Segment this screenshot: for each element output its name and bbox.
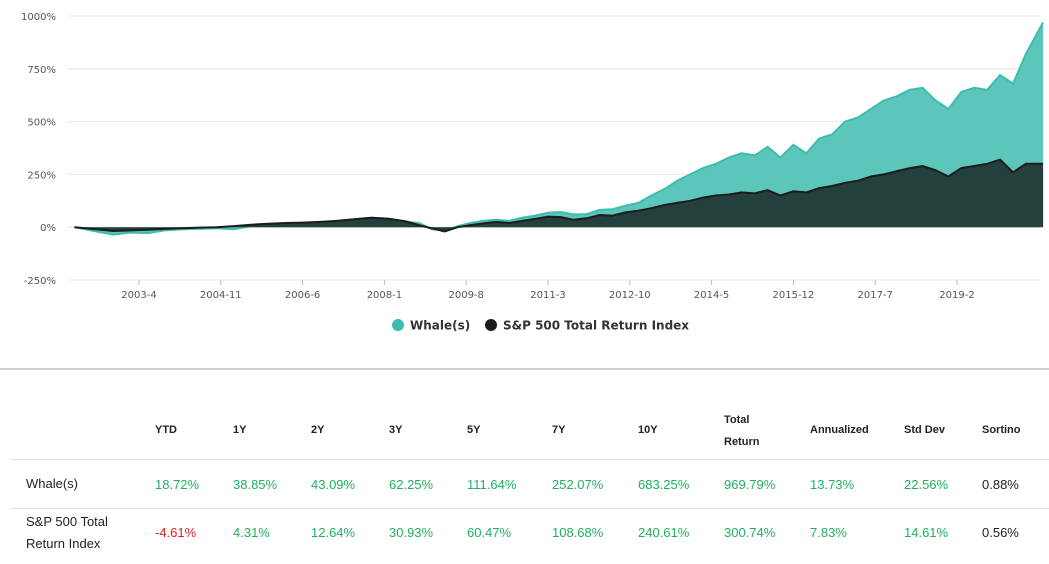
table-cell: 0.88%: [982, 459, 1049, 509]
table-cell: 12.64%: [311, 525, 356, 540]
x-tick-label: 2008-1: [367, 290, 402, 301]
table-body: Whale(s) 18.72% 38.85% 43.09% 62.25% 111.64% 2…: [10, 459, 1049, 557]
x-tick-label: 2006-6: [285, 290, 320, 301]
chart-svg: 1000%750%500%250%0%-250% 2003-4 2004-11 20…: [21, 12, 1044, 333]
x-tick-label: 2004-11: [200, 290, 242, 301]
table-cell: 13.73%: [810, 459, 904, 509]
row-name-text: Whale(s): [26, 476, 79, 491]
series-areas: [74, 21, 1044, 236]
y-tick-label: 750%: [27, 65, 56, 76]
header-total-return-label: Total Return: [724, 414, 760, 448]
table-row: S&P 500 Total Return Index -4.61% 4.31% 12.…: [10, 509, 1049, 557]
y-tick-label: -250%: [24, 276, 56, 287]
header-10y: 10Y: [638, 400, 724, 460]
header-3y: 3Y: [389, 400, 467, 460]
header-1y: 1Y: [233, 400, 311, 460]
y-axis-ticks: 1000% 750% 500% 250% 0% -250%: [21, 12, 56, 287]
table-cell: 240.61%: [638, 525, 690, 540]
row-name: Whale(s): [10, 459, 155, 509]
header-annualized: Annualized: [810, 400, 904, 460]
y-tick-label: 250%: [27, 170, 56, 181]
legend-label[interactable]: Whale(s): [410, 319, 470, 333]
header-5y: 5Y: [467, 400, 552, 460]
table-cell: 62.25%: [389, 459, 467, 509]
table-cell: 14.61%: [904, 525, 949, 540]
table-cell: 7.83%: [810, 525, 847, 540]
x-axis-ticks: 2003-4 2004-11 2006-6 2008-1 2009-8 2011-3 201…: [121, 280, 975, 301]
header-2y: 2Y: [311, 400, 389, 460]
header-std-dev: Std Dev: [904, 400, 982, 460]
table-cell: 111.64%: [467, 459, 552, 509]
table-cell: 0.56%: [982, 525, 1019, 540]
table-cell: 30.93%: [389, 525, 434, 540]
x-tick-label: 2003-4: [121, 290, 156, 301]
x-tick-label: 2014-5: [694, 290, 729, 301]
table-cell: 4.31%: [233, 525, 270, 540]
x-tick-label: 2011-3: [530, 290, 565, 301]
header-sortino: Sortino: [982, 400, 1049, 460]
row-name-text: S&P 500 Total Return Index: [26, 513, 108, 551]
header-ytd: YTD: [155, 400, 233, 460]
whales-area: [74, 22, 1044, 235]
table-cell: 108.68%: [552, 525, 604, 540]
performance-table: YTD 1Y 2Y 3Y 5Y 7Y 10Y Total Return Annu…: [10, 400, 1049, 556]
table-row: Whale(s) 18.72% 38.85% 43.09% 62.25% 111.64% 2…: [10, 459, 1049, 509]
table-cell: 683.25%: [638, 459, 724, 509]
y-tick-label: 0%: [40, 223, 56, 234]
sp500-area: [74, 159, 1044, 232]
table-cell: 43.09%: [311, 459, 389, 509]
table-cell: 252.07%: [552, 459, 638, 509]
performance-chart: 1000% 750% 500% 250% 0% -250% 2003-4 2004-11 20…: [21, 12, 1044, 333]
x-tick-label: 2012-10: [609, 290, 651, 301]
table-cell: 300.74%: [724, 525, 776, 540]
table-cell: -4.61%: [155, 525, 197, 540]
legend-swatch[interactable]: [392, 319, 404, 331]
table-cell: 60.47%: [467, 525, 512, 540]
x-tick-label: 2017-7: [857, 290, 892, 301]
header-7y: 7Y: [552, 400, 638, 460]
section-divider: [0, 368, 1049, 370]
sp500-line: [74, 158, 1044, 233]
row-name: S&P 500 Total Return Index: [10, 509, 155, 557]
legend-label[interactable]: S&P 500 Total Return Index: [503, 319, 689, 333]
table-header-row: YTD 1Y 2Y 3Y 5Y 7Y 10Y Total Return Annu…: [10, 400, 1049, 460]
x-tick-label: 2015-12: [773, 290, 815, 301]
header-total-return: Total Return: [724, 400, 810, 460]
header-name: [10, 400, 155, 460]
table-cell: 18.72%: [155, 459, 233, 509]
table-cell: 22.56%: [904, 459, 982, 509]
legend-swatch[interactable]: [485, 319, 497, 331]
table-cell: 969.79%: [724, 459, 810, 509]
y-tick-label: 1000%: [21, 12, 56, 23]
x-tick-label: 2019-2: [939, 290, 974, 301]
chart-legend: Whale(s) S&P 500 Total Return Index: [392, 319, 689, 333]
x-tick-label: 2009-8: [448, 290, 483, 301]
y-tick-label: 500%: [27, 118, 56, 129]
table-cell: 38.85%: [233, 459, 311, 509]
